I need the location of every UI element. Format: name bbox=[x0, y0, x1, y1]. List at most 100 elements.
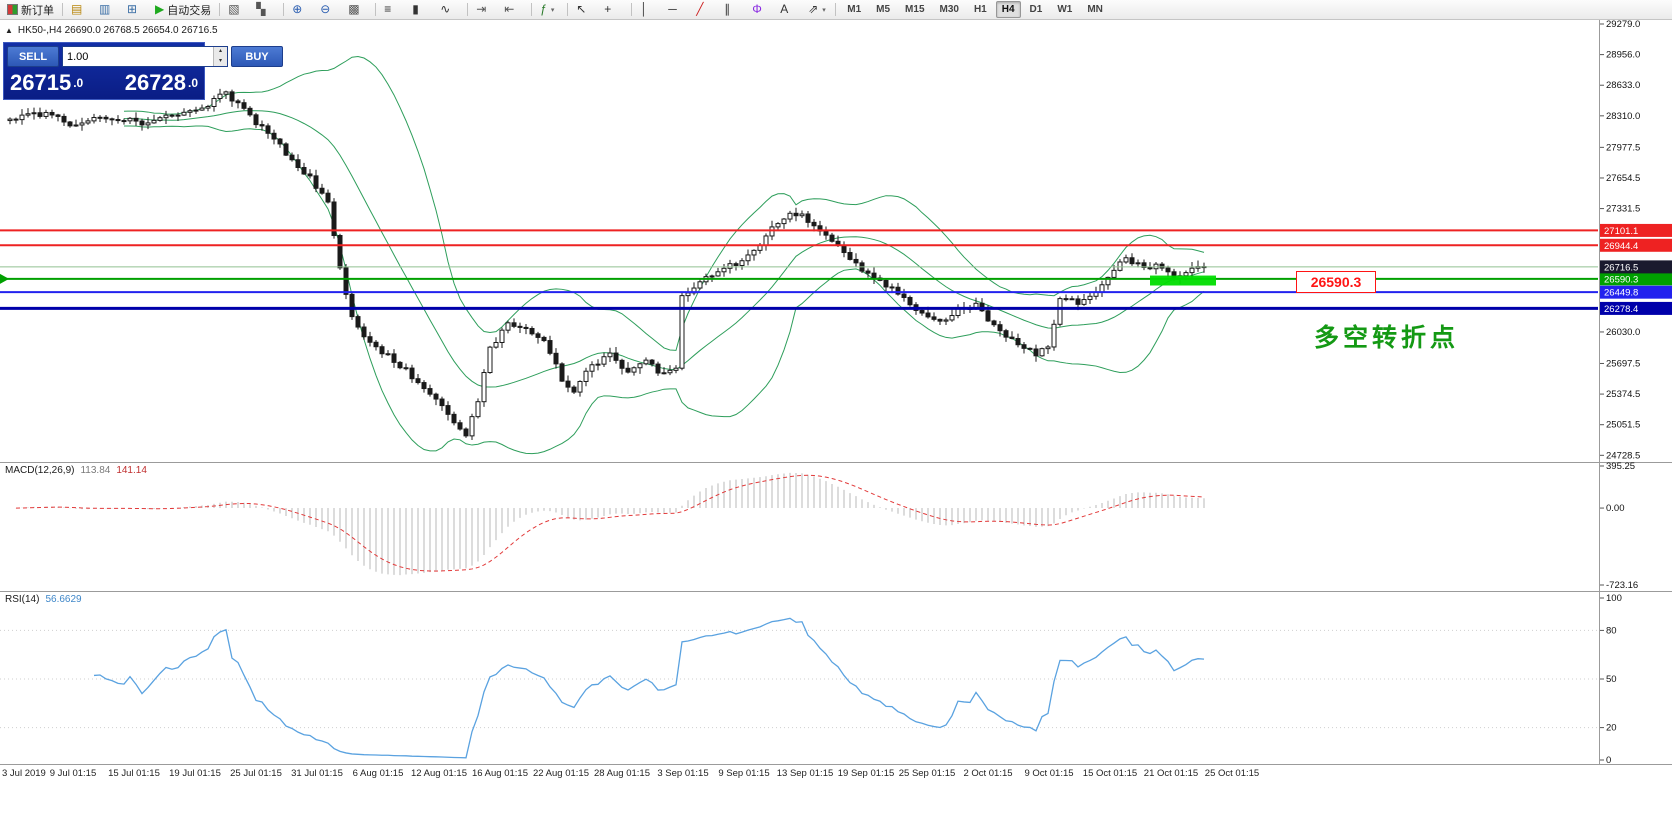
crosshair-button[interactable]: + bbox=[600, 0, 627, 19]
price-badge bbox=[1600, 272, 1672, 286]
rsi-value: 56.6629 bbox=[45, 594, 82, 605]
timeframe-m1[interactable]: M1 bbox=[847, 4, 862, 15]
auto-scroll-button[interactable]: ⇥ bbox=[472, 0, 499, 19]
svg-text:26278.4: 26278.4 bbox=[1604, 304, 1638, 315]
time-scale-labels: 3 Jul 2019 9 Jul 01:15 15 Jul 01:15 19 Jul … bbox=[2, 768, 1259, 779]
fibonacci-button[interactable]: Φ bbox=[748, 0, 775, 19]
toolbar-button-label: 新订单 bbox=[21, 4, 54, 17]
collapse-panel-icon[interactable]: ▲ bbox=[5, 26, 13, 35]
svg-text:25 Sep 01:15: 25 Sep 01:15 bbox=[899, 768, 956, 779]
bar-chart-icon: ≡ bbox=[384, 2, 392, 16]
zoom-out-button[interactable]: ⊖ bbox=[316, 0, 343, 19]
timeframe-h1[interactable]: H1 bbox=[973, 4, 987, 15]
navigator-button[interactable]: ⊞ bbox=[123, 0, 150, 19]
svg-text:9 Oct 01:15: 9 Oct 01:15 bbox=[1024, 768, 1073, 779]
zoom-in-button[interactable]: ⊕ bbox=[288, 0, 315, 19]
text-button[interactable]: A bbox=[776, 0, 803, 19]
candle-chart-button[interactable]: ▮ bbox=[408, 0, 435, 19]
navigator-icon: ⊞ bbox=[127, 2, 138, 16]
vertical-line-button[interactable]: │ bbox=[636, 0, 663, 19]
trendline-button[interactable]: ╱ bbox=[692, 0, 719, 19]
tile-windows-icon: ▚ bbox=[256, 2, 266, 16]
timeframe-h4[interactable]: H4 bbox=[995, 1, 1021, 18]
toolbar-separator bbox=[631, 3, 633, 16]
timeframe-m15[interactable]: M15 bbox=[905, 4, 925, 15]
chart-main-pane[interactable] bbox=[0, 20, 1598, 462]
trendline-icon: ╱ bbox=[696, 2, 704, 16]
svg-text:25374.5: 25374.5 bbox=[1606, 389, 1640, 400]
price-badge bbox=[1600, 260, 1672, 274]
svg-text:19 Sep 01:15: 19 Sep 01:15 bbox=[838, 768, 895, 779]
rsi-pane-area[interactable] bbox=[0, 592, 1598, 764]
sell-button[interactable]: SELL bbox=[7, 46, 59, 67]
svg-text:0.00: 0.00 bbox=[1606, 503, 1625, 514]
tile-windows-button[interactable]: ▚ bbox=[252, 0, 279, 19]
svg-text:0: 0 bbox=[1606, 755, 1611, 766]
timeframe-m30[interactable]: M30 bbox=[939, 4, 959, 15]
chart-shift-button[interactable]: ⇤ bbox=[500, 0, 527, 19]
price-badge bbox=[1600, 301, 1672, 315]
price-scale-labels: 29279.0 28956.0 28633.0 28310.0 27977.5 27654… bbox=[1600, 19, 1672, 766]
horizontal-line-button[interactable]: ─ bbox=[664, 0, 691, 19]
toolbar-separator bbox=[283, 3, 285, 16]
svg-text:80: 80 bbox=[1606, 625, 1617, 636]
autotrading-button[interactable]: ▶ 自动交易 bbox=[151, 0, 215, 19]
code-editor-icon: ▤ bbox=[71, 2, 83, 16]
price-callout-object[interactable]: 26590.3 bbox=[1296, 271, 1376, 293]
new-chart-button[interactable]: ▧ bbox=[224, 0, 251, 19]
timeframe-mn[interactable]: MN bbox=[1087, 4, 1103, 15]
timeframe-m5[interactable]: M5 bbox=[876, 4, 891, 15]
svg-text:24728.5: 24728.5 bbox=[1606, 450, 1640, 461]
annotation-text-object[interactable]: 多空转折点 bbox=[1314, 324, 1460, 352]
autotrading-icon: ▶ bbox=[155, 2, 165, 16]
market-watch-icon: ▥ bbox=[99, 2, 111, 16]
rsi-pane-content bbox=[0, 617, 1598, 759]
toolbar-separator bbox=[375, 3, 377, 16]
volume-down-button[interactable]: ▾ bbox=[214, 56, 227, 66]
svg-text:29279.0: 29279.0 bbox=[1606, 19, 1640, 30]
toolbar-separator bbox=[467, 3, 469, 16]
channel-button[interactable]: ∥ bbox=[720, 0, 747, 19]
line-anchor-icon bbox=[0, 273, 9, 284]
indicators-button[interactable]: ƒ ▾ bbox=[536, 0, 563, 19]
buy-price: 26728.0 bbox=[124, 70, 198, 95]
svg-text:26030.0: 26030.0 bbox=[1606, 327, 1640, 338]
arrows-button[interactable]: ⇗ ▾ bbox=[804, 0, 831, 19]
horizontal-line-icon: ─ bbox=[668, 2, 677, 16]
channel-icon: ∥ bbox=[724, 2, 731, 16]
price-scale[interactable] bbox=[1600, 20, 1672, 764]
bar-chart-button[interactable]: ≡ bbox=[380, 0, 407, 19]
rsi-title: RSI(14) bbox=[5, 594, 40, 605]
buy-button[interactable]: BUY bbox=[231, 46, 283, 67]
time-scale[interactable] bbox=[0, 765, 1672, 781]
market-watch-button[interactable]: ▥ bbox=[95, 0, 122, 19]
price-badge bbox=[1600, 238, 1672, 252]
volume-spinner: ▴ ▾ bbox=[213, 47, 227, 66]
line-chart-icon: ∿ bbox=[440, 2, 451, 16]
metaeditor-button[interactable]: ▤ bbox=[67, 0, 94, 19]
volume-up-button[interactable]: ▴ bbox=[214, 47, 227, 57]
svg-text:26590.3: 26590.3 bbox=[1604, 274, 1638, 285]
svg-text:27101.1: 27101.1 bbox=[1604, 226, 1638, 237]
cursor-button[interactable]: ↖ bbox=[572, 0, 599, 19]
svg-text:26944.4: 26944.4 bbox=[1604, 241, 1638, 252]
volume-input[interactable] bbox=[63, 47, 213, 66]
pane-separators bbox=[0, 20, 1672, 765]
arrow-tools-icon: ⇗ bbox=[808, 2, 819, 16]
line-chart-button[interactable]: ∿ bbox=[436, 0, 463, 19]
candlestick-icon: ▮ bbox=[412, 2, 419, 16]
timeframe-w1[interactable]: W1 bbox=[1057, 4, 1073, 15]
new-order-button[interactable]: 新订单 bbox=[3, 0, 58, 19]
dropdown-caret-icon: ▾ bbox=[550, 6, 555, 14]
highlight-rectangle-object[interactable] bbox=[1150, 275, 1216, 286]
svg-text:3 Sep 01:15: 3 Sep 01:15 bbox=[657, 768, 708, 779]
rsi-indicator-label: RSI(14) 56.6629 bbox=[5, 594, 82, 605]
grid-button[interactable]: ▩ bbox=[344, 0, 371, 19]
toolbar-button-label: 自动交易 bbox=[167, 4, 212, 17]
timeframe-d1[interactable]: D1 bbox=[1029, 4, 1043, 15]
macd-pane-area[interactable] bbox=[0, 463, 1598, 591]
svg-text:15 Jul 01:15: 15 Jul 01:15 bbox=[108, 768, 160, 779]
one-click-trading-panel: SELL ▴ ▾ BUY 26715.0 26728.0 bbox=[3, 42, 283, 100]
